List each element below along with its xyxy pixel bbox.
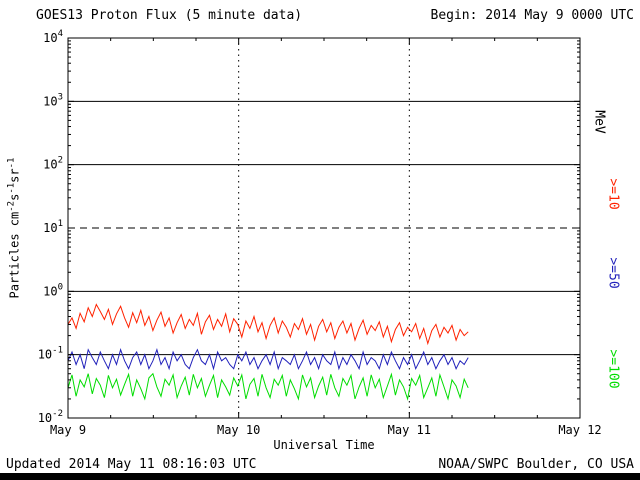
bottom-black-strip <box>0 473 640 480</box>
right-axis-unit-label: MeV <box>591 110 607 134</box>
source-attribution: NOAA/SWPC Boulder, CO USA <box>438 457 634 472</box>
series-lines <box>67 303 469 401</box>
y-tick-label: 10-1 <box>38 346 63 362</box>
x-tick-label: May 9 <box>50 423 86 437</box>
y-tick-label: 10-2 <box>38 409 63 425</box>
x-tick-label: May 12 <box>558 423 601 437</box>
axes-frame <box>67 37 581 419</box>
y-tick-label: 104 <box>43 29 63 45</box>
page-title: GOES13 Proton Flux (5 minute data) <box>36 8 303 23</box>
begin-timestamp: Begin: 2014 May 9 0000 UTC <box>430 8 635 23</box>
y-tick-label: 101 <box>43 219 63 235</box>
y-tick-label: 102 <box>43 156 63 172</box>
series-line-ge10 <box>67 303 469 346</box>
series-line-ge50 <box>67 348 469 371</box>
series-line-ge100 <box>67 372 469 401</box>
legend-ge100-label: >=100 <box>605 349 621 389</box>
y-tick-label: 100 <box>43 282 63 298</box>
gridlines <box>68 38 580 418</box>
legend-ge50-label: >=50 <box>605 257 621 289</box>
y-axis-title: Particles cm-2s-1sr-1 <box>6 157 22 299</box>
updated-timestamp: Updated 2014 May 11 08:16:03 UTC <box>6 457 257 472</box>
x-axis-title: Universal Time <box>273 438 374 452</box>
legend-ge10-label: >=10 <box>605 178 621 210</box>
y-tick-label: 103 <box>43 92 63 108</box>
x-tick-label: May 11 <box>388 423 431 437</box>
x-tick-label: May 10 <box>217 423 260 437</box>
